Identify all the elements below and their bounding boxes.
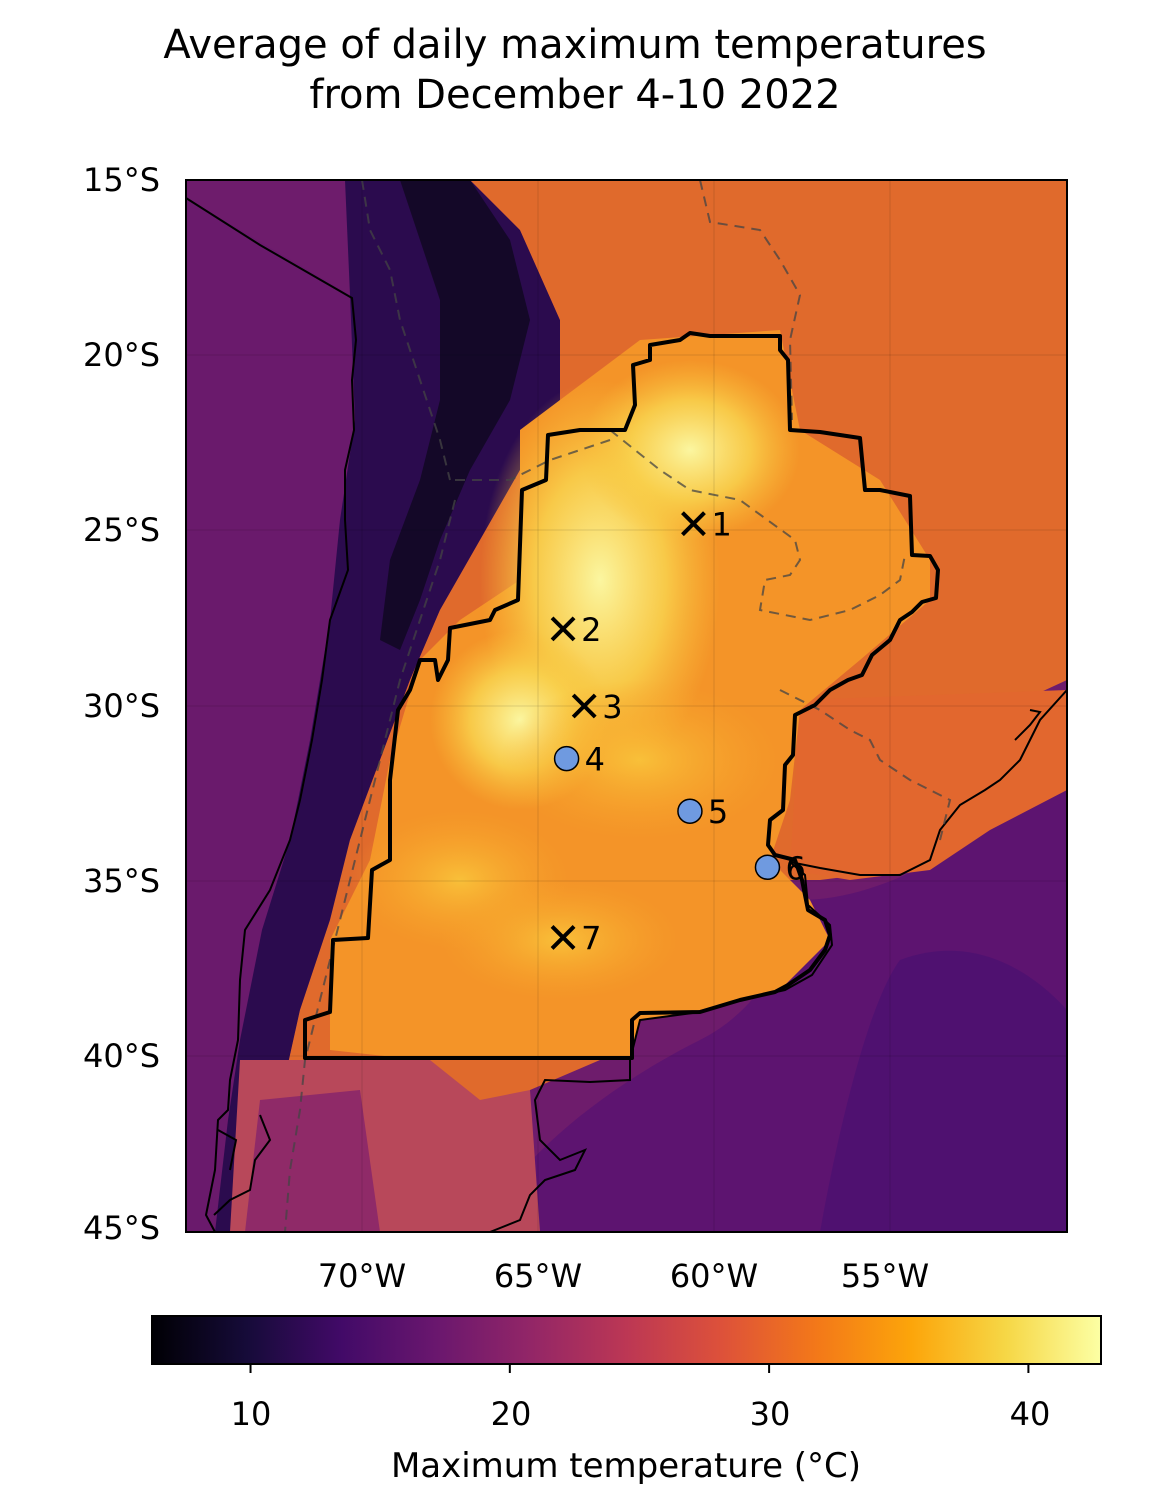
lat-label-15s: 15°S	[82, 161, 160, 199]
lon-label-65w: 65°W	[493, 1257, 583, 1295]
colorbar	[151, 1315, 1102, 1365]
colorbar-ticks	[249, 1364, 1030, 1373]
lat-label-30s: 30°S	[82, 687, 160, 725]
colorbar-tick-label-10: 10	[230, 1395, 272, 1433]
station-circle-marker	[754, 854, 781, 881]
lon-label-70w: 70°W	[317, 1257, 407, 1295]
station-1: 1	[681, 506, 732, 544]
lat-label-40s: 40°S	[82, 1037, 160, 1075]
lon-label-60w: 60°W	[669, 1257, 759, 1295]
station-7: 7	[550, 919, 601, 957]
station-markers: 1 2 3 4 5 6 7	[550, 506, 806, 957]
colorbar-label: Maximum temperature (°C)	[390, 1446, 862, 1486]
station-label: 1	[711, 506, 731, 544]
lat-label-20s: 20°S	[82, 336, 160, 374]
study-region-outline	[303, 331, 940, 1060]
map-title-line-1: Average of daily maximum temperatures	[163, 22, 987, 68]
station-cross-marker	[550, 925, 576, 950]
station-label: 5	[708, 793, 728, 831]
station-circle-marker	[677, 798, 703, 824]
country-borders	[284, 179, 952, 1233]
map-frame	[185, 179, 1068, 1233]
station-2: 2	[550, 611, 601, 649]
station-label: 7	[581, 919, 601, 957]
station-label: 4	[585, 741, 605, 779]
station-6: 6	[754, 849, 806, 887]
station-label: 3	[602, 688, 622, 726]
lon-label-55w: 55°W	[840, 1257, 930, 1295]
station-3: 3	[571, 688, 623, 726]
station-5: 5	[677, 793, 728, 831]
station-cross-marker	[681, 511, 706, 537]
lat-label-35s: 35°S	[82, 862, 160, 900]
map-title-line-2: from December 4-10 2022	[309, 72, 841, 118]
colorbar-tick-label-40: 40	[1009, 1395, 1051, 1433]
station-cross-marker	[571, 693, 597, 719]
lat-label-25s: 25°S	[82, 511, 160, 549]
coastlines	[185, 197, 1068, 1233]
station-cross-marker	[550, 616, 576, 642]
lat-label-45s: 45°S	[82, 1209, 160, 1247]
colorbar-tick-label-20: 20	[490, 1395, 532, 1433]
station-label: 6	[785, 849, 805, 887]
station-4: 4	[553, 741, 605, 779]
station-circle-marker	[553, 745, 580, 772]
station-label: 2	[581, 611, 601, 649]
temperature-field	[186, 180, 1067, 1232]
colorbar-tick-label-30: 30	[749, 1395, 791, 1433]
